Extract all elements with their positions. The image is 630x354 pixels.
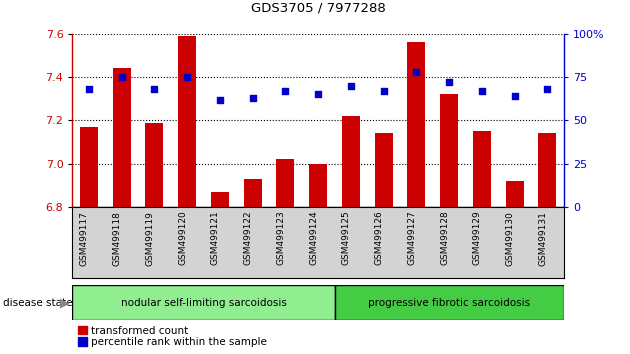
Bar xyxy=(178,36,196,207)
Point xyxy=(117,74,127,80)
Bar xyxy=(80,127,98,207)
Bar xyxy=(473,131,491,207)
Point xyxy=(280,88,290,94)
Point xyxy=(411,69,421,75)
Text: ▶: ▶ xyxy=(60,296,69,309)
Bar xyxy=(309,164,327,207)
Bar xyxy=(342,116,360,207)
Point xyxy=(215,97,225,102)
Bar xyxy=(408,42,425,207)
Point xyxy=(379,88,389,94)
Point xyxy=(84,86,94,92)
Bar xyxy=(506,181,524,207)
Bar xyxy=(277,159,294,207)
Point xyxy=(542,86,553,92)
Text: GSM499121: GSM499121 xyxy=(211,211,220,266)
Text: GSM499120: GSM499120 xyxy=(178,211,187,266)
Bar xyxy=(72,285,335,320)
Point xyxy=(182,74,192,80)
Bar xyxy=(113,68,130,207)
Bar xyxy=(335,285,564,320)
Text: GSM499119: GSM499119 xyxy=(146,211,154,266)
Bar xyxy=(146,122,163,207)
Text: progressive fibrotic sarcoidosis: progressive fibrotic sarcoidosis xyxy=(368,298,530,308)
Point xyxy=(248,95,258,101)
Text: GSM499126: GSM499126 xyxy=(375,211,384,266)
Point xyxy=(444,79,454,85)
Text: GSM499128: GSM499128 xyxy=(440,211,449,266)
Text: GSM499127: GSM499127 xyxy=(408,211,416,266)
Text: GDS3705 / 7977288: GDS3705 / 7977288 xyxy=(251,1,386,14)
Point xyxy=(477,88,487,94)
Text: GSM499125: GSM499125 xyxy=(342,211,351,266)
Bar xyxy=(375,133,392,207)
Bar xyxy=(539,133,556,207)
Bar xyxy=(211,192,229,207)
Text: GSM499131: GSM499131 xyxy=(539,211,547,266)
Text: disease state: disease state xyxy=(3,298,72,308)
Text: GSM499129: GSM499129 xyxy=(473,211,482,266)
Point xyxy=(313,92,323,97)
Text: GSM499130: GSM499130 xyxy=(506,211,515,266)
Text: GSM499118: GSM499118 xyxy=(113,211,122,266)
Point xyxy=(149,86,159,92)
Point xyxy=(510,93,520,99)
Bar xyxy=(244,179,261,207)
Point xyxy=(346,83,356,88)
Text: GSM499122: GSM499122 xyxy=(244,211,253,265)
Bar xyxy=(440,94,458,207)
Text: GSM499117: GSM499117 xyxy=(80,211,89,266)
Legend: transformed count, percentile rank within the sample: transformed count, percentile rank withi… xyxy=(77,326,267,347)
Text: nodular self-limiting sarcoidosis: nodular self-limiting sarcoidosis xyxy=(120,298,287,308)
Text: GSM499123: GSM499123 xyxy=(277,211,285,266)
Text: GSM499124: GSM499124 xyxy=(309,211,318,265)
